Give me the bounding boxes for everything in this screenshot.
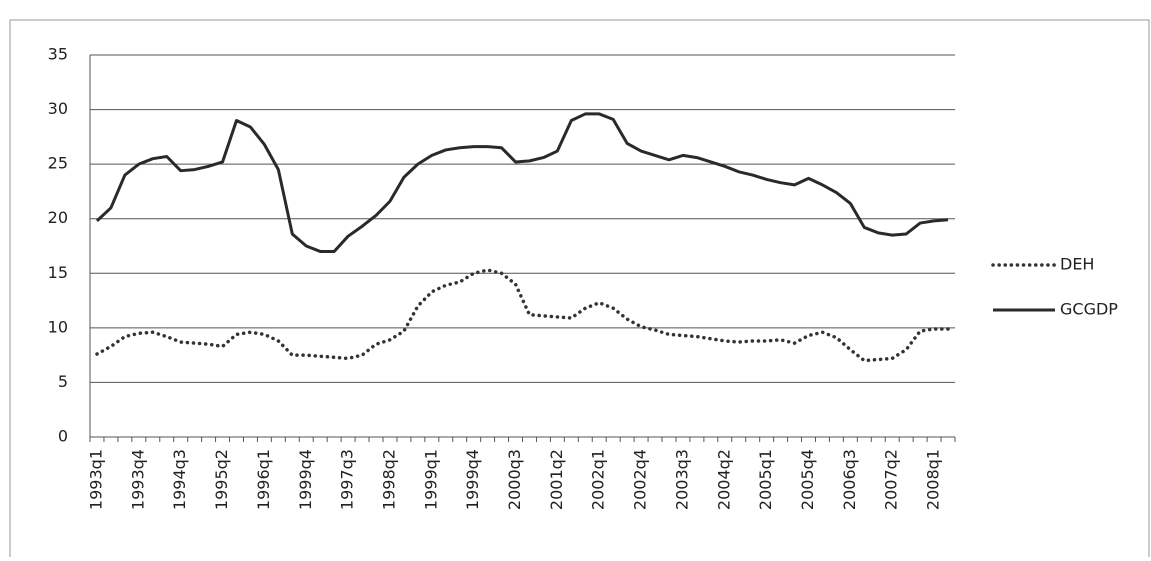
x-tick-label: 1993q4 bbox=[128, 449, 147, 510]
y-tick-label: 10 bbox=[48, 317, 68, 336]
legend-label: DEH bbox=[1060, 255, 1094, 274]
x-tick-label: 2003q3 bbox=[672, 449, 691, 510]
x-tick-label: 2006q3 bbox=[840, 449, 859, 510]
chart-frame bbox=[9, 19, 1150, 561]
x-tick-label: 1999q4 bbox=[296, 449, 315, 510]
x-tick-label: 1999q1 bbox=[421, 449, 440, 510]
x-tick-label: 2005q1 bbox=[756, 449, 775, 510]
x-tick-label: 2000q3 bbox=[505, 449, 524, 510]
x-tick-label: 1997q3 bbox=[338, 449, 357, 510]
x-tick-label: 1996q1 bbox=[254, 449, 273, 510]
y-tick-label: 30 bbox=[48, 99, 68, 118]
legend-label: GCGDP bbox=[1060, 300, 1118, 319]
x-tick-label: 2002q4 bbox=[631, 449, 650, 510]
x-tick-label: 1999q4 bbox=[463, 449, 482, 510]
y-tick-label: 5 bbox=[58, 372, 68, 391]
x-tick-label: 2008q1 bbox=[924, 449, 943, 510]
series-line bbox=[95, 112, 949, 253]
x-tick-label: 2007q2 bbox=[882, 449, 901, 510]
x-tick-label: 2005q4 bbox=[798, 449, 817, 510]
y-tick-label: 25 bbox=[48, 154, 68, 173]
x-tick-label: 1993q1 bbox=[86, 449, 105, 510]
y-tick-label: 35 bbox=[48, 45, 68, 64]
x-tick-label: 1995q2 bbox=[212, 449, 231, 510]
y-tick-label: 20 bbox=[48, 208, 68, 227]
x-tick-label: 1998q2 bbox=[379, 449, 398, 510]
x-tick-label: 2001q2 bbox=[547, 449, 566, 510]
x-tick-label: 2002q1 bbox=[589, 449, 608, 510]
series-line bbox=[95, 268, 950, 363]
y-tick-label: 0 bbox=[58, 427, 68, 446]
x-tick-label: 2004q2 bbox=[714, 449, 733, 510]
y-tick-label: 15 bbox=[48, 263, 68, 282]
x-tick-label: 1994q3 bbox=[170, 449, 189, 510]
